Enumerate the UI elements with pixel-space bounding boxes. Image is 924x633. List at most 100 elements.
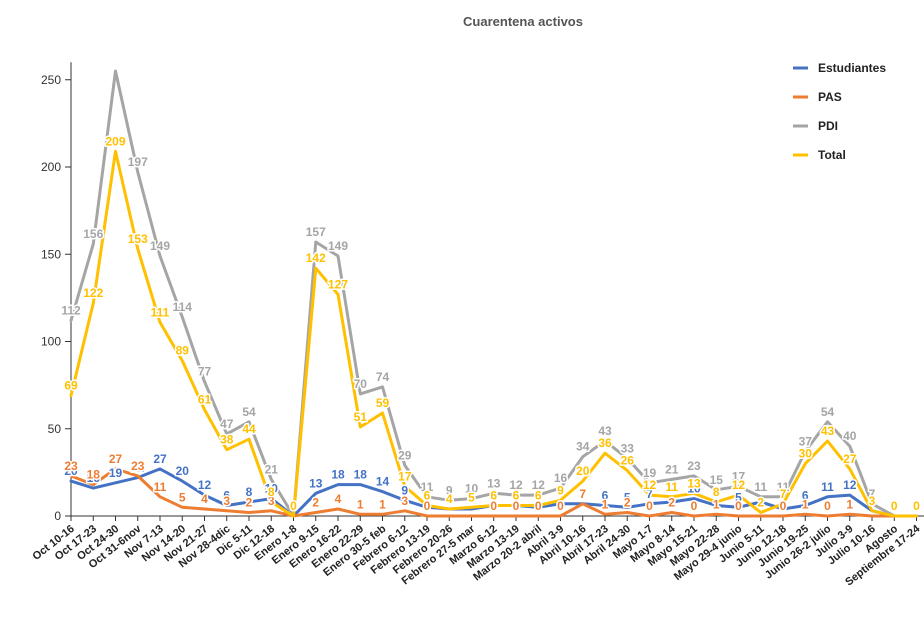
data-label-estudiantes: 12 [843,478,857,492]
data-label-pas: 23 [64,459,78,473]
data-label-pdi: 54 [242,405,256,419]
data-label-total: 51 [354,410,368,424]
data-label-pas: 2 [668,496,675,510]
data-label-total: 17 [398,469,412,483]
data-label-total: 0 [290,499,297,513]
data-label-estudiantes: 12 [198,478,212,492]
data-label-pdi: 34 [576,440,590,454]
data-label-pdi: 21 [665,462,679,476]
data-label-pas: 0 [691,499,698,513]
data-label-pas: 1 [846,497,853,511]
data-label-total: 153 [128,232,148,246]
data-label-total: 127 [328,277,348,291]
y-tick-label: 200 [41,160,61,174]
data-label-pdi: 157 [306,225,326,239]
data-label-pdi: 70 [354,377,368,391]
data-label-estudiantes: 19 [109,466,123,480]
data-label-total: 6 [490,489,497,503]
data-label-estudiantes: 13 [309,476,323,490]
data-label-total: 6 [535,489,542,503]
data-label-total: 43 [821,424,835,438]
data-label-total: 4 [446,492,453,506]
data-label-estudiantes: 20 [176,464,190,478]
data-label-pas: 1 [713,497,720,511]
data-label-pdi: 156 [83,227,103,241]
data-label-pdi: 54 [821,405,835,419]
chart-title: Cuarentena activos [463,14,583,29]
data-label-pas: 0 [824,499,831,513]
data-label-pdi: 112 [61,304,81,318]
legend-label-pas: PAS [818,90,842,104]
data-label-total: 59 [376,396,390,410]
data-label-total: 9 [557,483,564,497]
data-label-pdi: 74 [376,370,390,384]
data-label-estudiantes: 11 [821,480,834,494]
data-label-total: 12 [732,478,746,492]
data-label-total: 6 [424,489,431,503]
data-label-pas: 2 [312,496,319,510]
data-label-pdi: 21 [265,462,279,476]
data-label-total: 20 [576,464,590,478]
data-label-pas: 3 [401,494,408,508]
data-label-pas: 4 [201,492,208,506]
data-label-pas: 3 [223,494,230,508]
data-label-total: 27 [843,452,857,466]
data-label-pdi: 11 [754,480,767,494]
data-label-pas: 2 [246,496,253,510]
legend-label-estudiantes: Estudiantes [818,61,886,75]
data-label-pdi: 47 [220,417,234,431]
data-label-total: 26 [621,454,635,468]
data-label-pas: 0 [557,499,564,513]
data-label-total: 142 [306,251,326,265]
series-lines [71,71,917,516]
data-label-pas: 7 [579,487,586,501]
data-label-total: 61 [198,393,212,407]
data-label-total: 8 [268,485,275,499]
data-label-pdi: 23 [687,459,701,473]
data-label-pdi: 149 [150,239,170,253]
data-label-pas: 27 [109,452,123,466]
data-label-pas: 1 [602,497,609,511]
legend-label-pdi: PDI [818,119,838,133]
series-line-pdi [71,71,917,516]
data-label-total: 0 [891,499,898,513]
data-label-pas: 11 [154,480,167,494]
data-label-total: 89 [176,344,190,358]
data-label-pas: 0 [735,499,742,513]
legend: EstudiantesPASPDITotal [793,61,886,162]
data-label-pdi: 114 [173,300,193,314]
data-label-pas: 0 [646,499,653,513]
data-label-total: 0 [913,499,920,513]
data-label-total: 6 [513,489,520,503]
data-label-pas: 1 [802,497,809,511]
data-label-total: 36 [598,436,612,450]
data-label-total: 122 [83,286,103,300]
data-label-pas: 23 [131,459,145,473]
y-tick-label: 0 [54,509,61,523]
data-label-total: 8 [713,485,720,499]
data-label-total: 2 [757,496,764,510]
data-label-total: 69 [64,379,78,393]
data-label-total: 11 [665,480,678,494]
data-label-estudiantes: 18 [354,468,368,482]
data-label-pas: 1 [357,497,364,511]
data-label-total: 44 [242,422,256,436]
y-tick-label: 100 [41,335,61,349]
data-label-pas: 1 [379,497,386,511]
data-label-total: 13 [687,476,701,490]
data-label-pas: 0 [780,499,787,513]
series-line-total [71,151,917,516]
data-label-pas: 4 [335,492,342,506]
data-label-estudiantes: 14 [376,475,390,489]
y-tick-label: 50 [48,422,62,436]
data-label-total: 5 [468,490,475,504]
y-tick-label: 250 [41,73,61,87]
data-label-estudiantes: 18 [331,468,345,482]
y-tick-label: 150 [41,247,61,261]
data-label-pas: 2 [624,496,631,510]
data-label-total: 111 [151,305,170,319]
data-label-pdi: 149 [328,239,348,253]
data-label-pdi: 29 [398,448,412,462]
